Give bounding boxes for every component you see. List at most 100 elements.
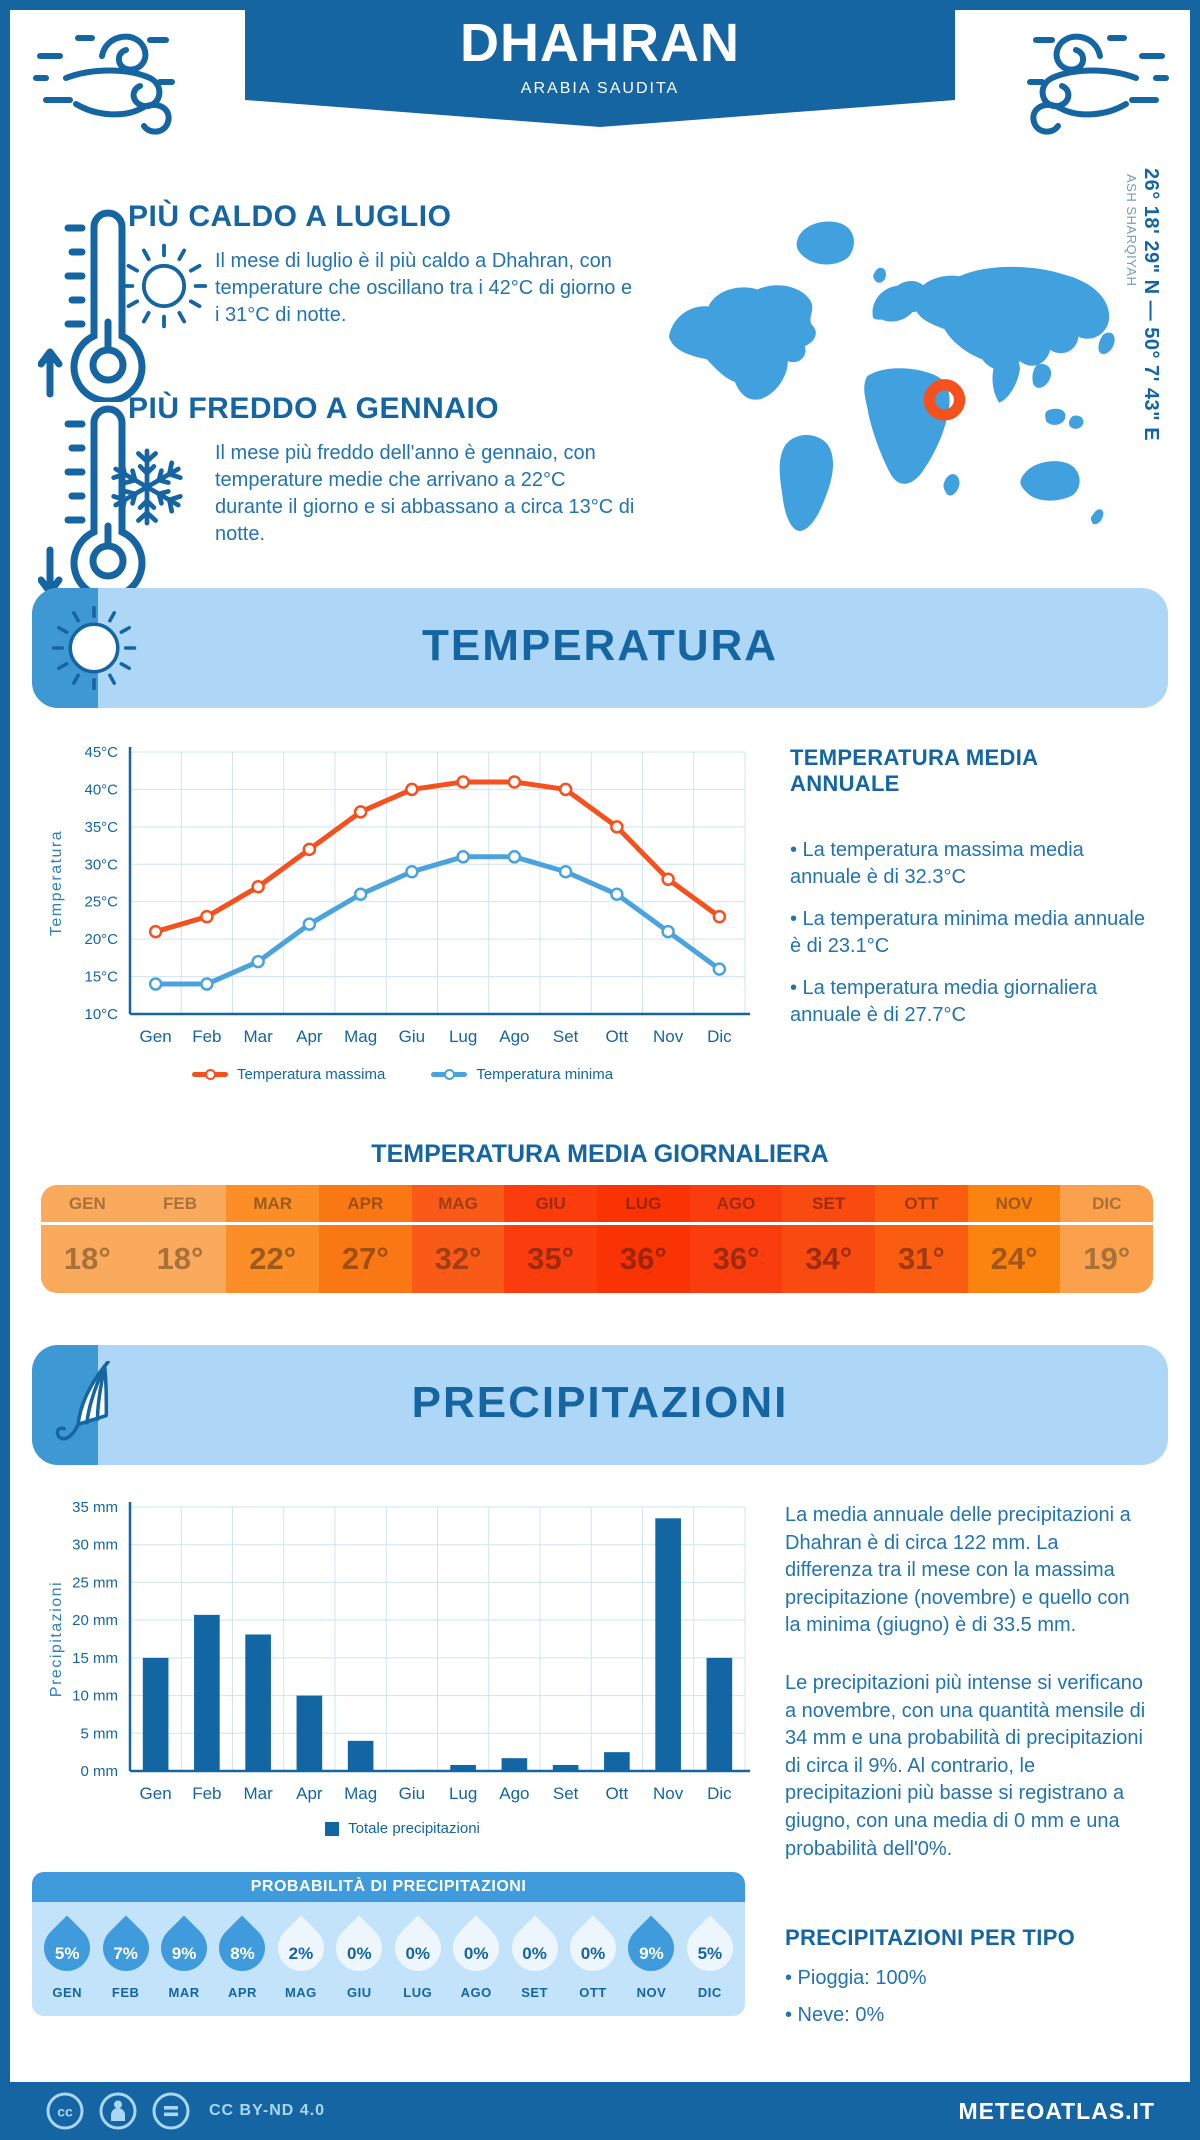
svg-text:15 mm: 15 mm [72,1650,118,1667]
region-text: ASH SHARQIYAH [1124,174,1139,287]
raindrop-icon: 8% [209,1915,275,1981]
sun-badge-icon [51,605,137,691]
daily-temp-month: GEN [41,1185,134,1225]
svg-text:Gen: Gen [140,1027,172,1046]
svg-text:Ago: Ago [499,1784,529,1803]
raindrop-icon: 7% [93,1915,159,1981]
daily-temp-column-mar: MAR 22° [226,1185,320,1293]
raindrop-icon: 0% [560,1915,626,1981]
svg-text:Dic: Dic [707,1784,732,1803]
svg-text:Giu: Giu [399,1027,425,1046]
probability-value: 8% [230,1944,255,1963]
annual-bullet: • La temperatura minima media annuale è … [790,908,1145,957]
probability-cell-feb: 7% FEB [93,1915,159,2000]
raindrop-icon: 5% [34,1915,100,1981]
coordinates-text: 26° 18' 29" N — 50° 7' 43" E [1140,168,1162,442]
umbrella-badge-icon [55,1361,110,1441]
probability-value: 5% [697,1944,723,1963]
temperatura-minima-series [148,850,727,991]
probability-month: AGO [460,1985,492,2000]
thermometer-up-icon [38,209,146,402]
annual-bullet: • La temperatura media giornaliera annua… [790,977,1098,1026]
probability-month: APR [228,1985,257,2000]
probability-cell-ago: 0% AGO [443,1915,509,2000]
banner-chevron [245,100,955,127]
svg-text:Set: Set [553,1027,579,1046]
footer: cc CC BY-ND 4.0 METEOATLAS.IT [0,2082,1200,2140]
probability-cell-mag: 2% MAG [268,1915,334,2000]
probability-month: DIC [697,1985,722,2000]
precipitation-types-panel: PRECIPITAZIONI PER TIPO • Pioggia: 100% … [785,1925,1145,2038]
right-border [1190,0,1200,2140]
legend-swatch [325,1821,340,1836]
svg-text:Ago: Ago [499,1027,529,1046]
page-title: DHAHRAN [460,13,740,73]
daily-temp-column-feb: FEB 18° [133,1185,227,1293]
svg-text:Apr: Apr [296,1784,323,1803]
daily-temp-value: 35° [527,1241,575,1276]
precipitation-types-title: PRECIPITAZIONI PER TIPO [785,1925,1076,1950]
svg-text:10 mm: 10 mm [72,1688,118,1705]
probability-value: 2% [288,1944,314,1963]
precipitation-chart-legend: Totale precipitazioni [45,1820,760,1837]
svg-text:35°C: 35°C [84,819,118,836]
probability-cell-gen: 5% GEN [34,1915,100,2000]
legend-label: Temperatura minima [476,1066,614,1083]
svg-text:20 mm: 20 mm [72,1612,118,1629]
site-name: METEOATLAS.IT [958,2097,1155,2124]
temperature-section-title: TEMPERATURA [421,621,779,670]
probability-month: NOV [636,1985,667,2000]
precipitation-probability-panel: PROBABILITÀ DI PRECIPITAZIONI 5% GEN 7% FEB… [32,1872,745,2016]
coordinates-block: 26° 18' 29" N — 50° 7' 43" E ASH SHARQIY… [1124,168,1162,598]
daily-temp-column-giu: GIU 35° [504,1185,598,1293]
svg-text:Apr: Apr [296,1027,323,1046]
daily-temp-month: FEB [133,1185,227,1225]
hot-month-text: Il mese di luglio è il più caldo a Dhahr… [215,250,633,326]
raindrop-icon: 0% [502,1915,568,1981]
svg-text:Giu: Giu [399,1784,425,1803]
cc-icon: cc [46,2092,84,2130]
legend-swatch [191,1069,228,1080]
wind-icon [1027,33,1169,135]
probability-value: 0% [463,1944,489,1963]
svg-text:Feb: Feb [192,1027,221,1046]
probability-month: MAG [284,1985,317,2000]
annual-temperature-title: TEMPERATURA MEDIA ANNUALE [790,745,1038,796]
precipitation-paragraph: La media annuale delle precipitazioni a … [785,1504,1131,1637]
daily-temp-value: 27° [341,1241,389,1276]
daily-temp-value: 36° [712,1241,760,1276]
precipitation-type-bullet: • Neve: 0% [785,2003,885,2026]
daily-temp-value: 22° [249,1241,297,1276]
snowflake-icon [104,448,190,530]
precipitation-section-band: PRECIPITAZIONI [32,1345,1168,1465]
temperatura-massima-series [148,775,727,939]
legend-item: Temperatura massima [191,1066,385,1083]
top-border [0,0,1200,10]
raindrop-icon: 0% [326,1915,392,1981]
legend-swatch [431,1069,468,1080]
daily-temp-month: GIU [504,1185,598,1225]
cold-month-text: Il mese più freddo dell'anno è gennaio, … [215,442,635,545]
daily-temperature-table: GEN 18° FEB 18° MAR 22° APR 27° MAG 32° GIU 35° LUG 3… [41,1185,1153,1293]
precipitation-probability-months: 5% GEN 7% FEB 9% MAR 8% APR 2% MAG 0% GIU 0% LUG 0% AGO… [32,1902,745,2016]
probability-value: 0% [405,1944,431,1963]
svg-text:15°C: 15°C [84,969,118,986]
daily-temp-value: 24° [990,1241,1038,1276]
svg-text:25 mm: 25 mm [72,1574,118,1591]
svg-text:Ott: Ott [606,1027,629,1046]
precipitation-paragraph: Le precipitazioni più intense si verific… [785,1671,1146,1860]
daily-temperature-title: TEMPERATURA MEDIA GIORNALIERA [371,1140,829,1168]
probability-cell-dic: 5% DIC [677,1915,743,2000]
probability-value: 9% [639,1944,664,1963]
svg-text:Mar: Mar [243,1027,273,1046]
probability-month: SET [521,1985,548,2000]
svg-text:Temperatura: Temperatura [48,830,65,936]
probability-month: MAR [168,1985,200,2000]
daily-temp-month: SET [782,1185,876,1225]
probability-value: 0% [347,1944,372,1963]
svg-text:Dic: Dic [707,1027,732,1046]
probability-cell-lug: 0% LUG [385,1915,451,2000]
svg-text:cc: cc [57,2104,73,2120]
cc-nd-equals-icon [152,2092,190,2130]
svg-text:20°C: 20°C [84,931,118,948]
